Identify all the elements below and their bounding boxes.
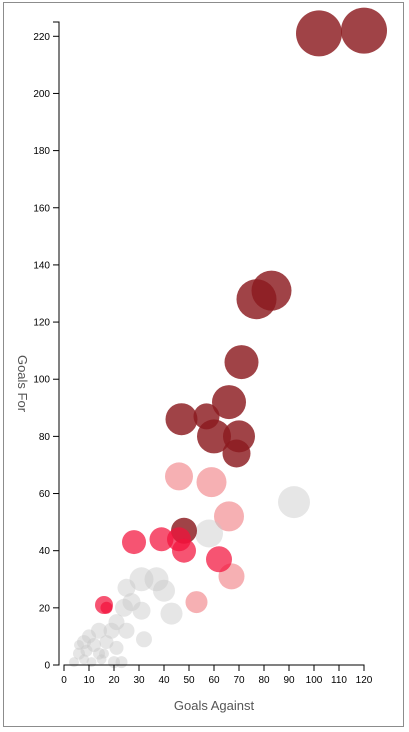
x-tick-label-90: 90 <box>283 675 295 686</box>
data-point-47 <box>93 647 105 660</box>
data-point-31 <box>117 578 136 597</box>
data-point-45 <box>73 647 85 660</box>
x-tick-label-70: 70 <box>233 675 245 686</box>
data-point-17 <box>185 591 208 614</box>
x-tick-label-0: 0 <box>61 675 67 686</box>
y-axis-title: Goals For <box>15 355 30 413</box>
x-tick-label-30: 30 <box>133 675 145 686</box>
data-point-14 <box>196 467 227 498</box>
data-point-10 <box>193 403 220 430</box>
y-tick-label-180: 180 <box>33 146 50 157</box>
x-tick-label-10: 10 <box>83 675 95 686</box>
data-point-11 <box>222 439 251 468</box>
data-point-40 <box>77 635 91 650</box>
data-point-5 <box>224 345 259 380</box>
y-tick-label-100: 100 <box>33 375 50 386</box>
y-tick-label-60: 60 <box>39 489 51 500</box>
axes-layer: 0 10 20 30 40 50 60 70 80 90 100 110 120 0 20 40 60 80 100… <box>33 21 373 686</box>
data-point-35 <box>108 614 125 631</box>
data-point-43 <box>109 640 124 655</box>
data-point-4 <box>236 279 277 320</box>
x-tick-label-100: 100 <box>306 675 323 686</box>
points-layer <box>69 7 387 669</box>
data-point-55 <box>74 640 84 650</box>
y-tick-label-80: 80 <box>39 432 51 443</box>
data-point-6 <box>212 385 246 420</box>
data-point-46 <box>80 644 93 657</box>
data-point-37 <box>103 622 120 639</box>
data-point-48 <box>69 657 79 668</box>
data-point-9 <box>165 403 198 436</box>
data-point-24 <box>100 601 113 614</box>
data-point-22 <box>206 546 232 573</box>
data-point-27 <box>144 567 169 592</box>
data-point-49 <box>79 654 89 665</box>
data-point-21 <box>172 538 196 563</box>
chart-frame <box>3 2 404 727</box>
x-tick-label-80: 80 <box>258 675 270 686</box>
data-point-19 <box>149 527 174 552</box>
y-tick-label-20: 20 <box>39 603 51 614</box>
x-tick-label-120: 120 <box>356 675 373 686</box>
x-tick-label-110: 110 <box>331 675 347 686</box>
data-point-53 <box>115 656 128 669</box>
data-point-39 <box>82 629 96 644</box>
data-point-50 <box>86 657 97 668</box>
data-point-30 <box>129 567 154 592</box>
data-point-36 <box>118 622 135 639</box>
y-axis-line <box>53 21 60 666</box>
data-point-41 <box>87 638 101 652</box>
y-tick-label-160: 160 <box>33 203 50 214</box>
x-tick-label-40: 40 <box>158 675 170 686</box>
data-point-29 <box>160 602 183 625</box>
data-point-32 <box>122 593 141 612</box>
y-tick-label-220: 220 <box>33 32 50 43</box>
y-tick-label-200: 200 <box>33 89 50 100</box>
data-point-2 <box>341 7 387 54</box>
y-tick-label-0: 0 <box>44 661 50 672</box>
x-tick-label-20: 20 <box>108 675 120 686</box>
data-point-54 <box>99 648 109 659</box>
data-point-51 <box>96 654 107 665</box>
data-point-28 <box>153 579 175 602</box>
data-point-1 <box>296 10 342 57</box>
x-axis-title: Goals Against <box>174 698 255 713</box>
y-tick-label-140: 140 <box>33 260 50 271</box>
y-tick-label-120: 120 <box>33 318 50 329</box>
data-point-15 <box>214 501 244 532</box>
data-point-44 <box>136 631 152 648</box>
data-point-13 <box>165 462 193 491</box>
data-point-34 <box>132 601 151 620</box>
data-point-26 <box>195 519 223 548</box>
data-point-38 <box>91 622 107 639</box>
data-point-18 <box>122 530 146 555</box>
data-point-33 <box>115 598 133 617</box>
data-point-42 <box>99 635 114 650</box>
y-tick-label-40: 40 <box>39 546 51 557</box>
x-tick-label-50: 50 <box>183 675 195 686</box>
data-point-25 <box>278 486 310 519</box>
x-tick-label-60: 60 <box>208 675 220 686</box>
